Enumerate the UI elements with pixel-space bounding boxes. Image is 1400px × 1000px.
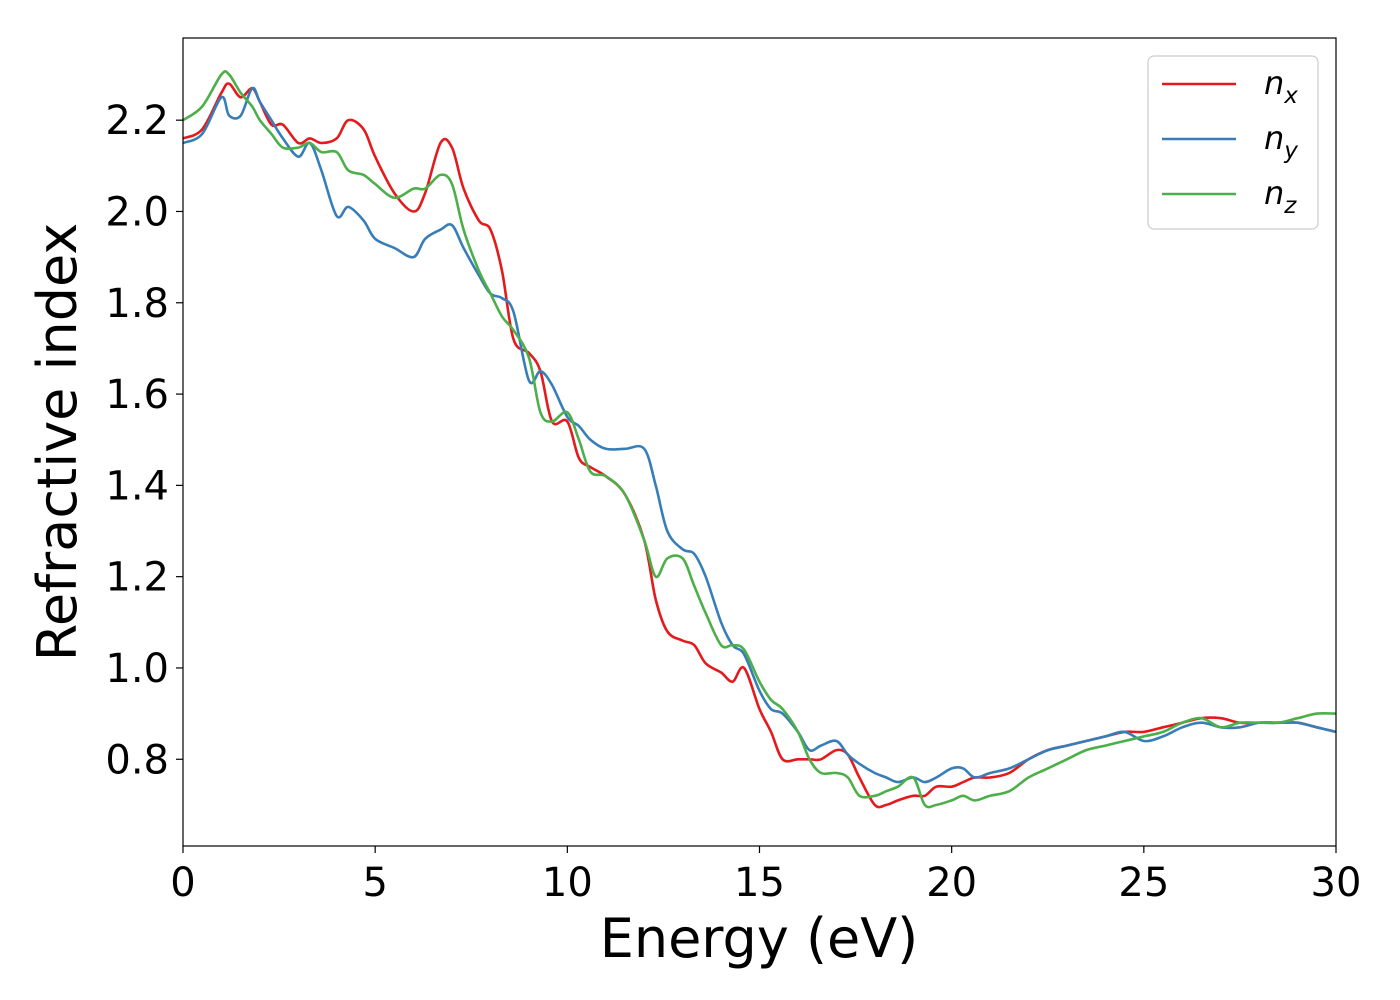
x-tick-label: 25 [1118,860,1169,906]
y-axis-ticks: 0.8 1.0 1.2 1.4 1.6 1.8 2.0 2.2 [105,98,183,783]
legend-box [1147,55,1319,230]
x-tick-label: 30 [1311,860,1362,906]
plot-lines [182,70,1337,809]
y-tick-label: 1.6 [105,372,169,418]
x-axis-ticks: 0 5 10 15 20 25 30 [170,846,1361,906]
legend: nx ny nz [1147,55,1319,230]
series-line-nz [182,70,1337,809]
y-tick-label: 1.0 [105,646,169,692]
legend-label-ny: ny [1264,119,1298,164]
y-tick-label: 1.4 [105,463,169,509]
x-tick-label: 0 [170,860,195,906]
series-line-ny [182,86,1337,784]
x-tick-label: 5 [362,860,387,906]
y-tick-label: 1.8 [105,281,169,327]
y-tick-label: 1.2 [105,555,169,601]
x-tick-label: 10 [542,860,593,906]
legend-label-nz: nz [1264,174,1297,219]
x-tick-label: 15 [734,860,785,906]
y-tick-label: 0.8 [105,737,169,783]
legend-label-nx: nx [1264,64,1298,109]
x-tick-label: 20 [926,860,977,906]
x-axis-title: Energy (eV) [600,907,919,970]
y-axis-title: Refractive index [26,223,89,662]
y-tick-label: 2.2 [105,98,169,144]
y-tick-label: 2.0 [105,189,169,235]
